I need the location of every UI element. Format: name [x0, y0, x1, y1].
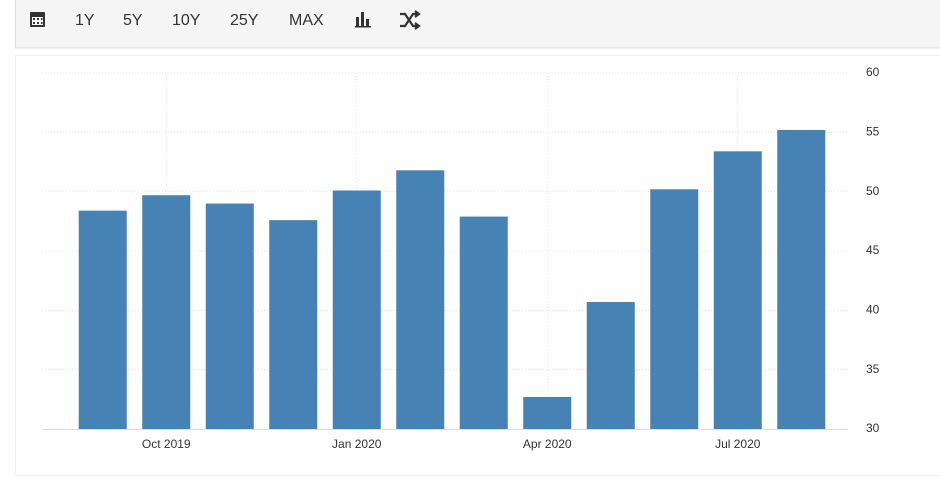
x-tick-label: Oct 2019: [142, 437, 191, 451]
bar: [713, 151, 762, 429]
bar: [332, 190, 381, 429]
bar: [269, 220, 318, 429]
y-tick-label: 30: [866, 421, 880, 435]
toolbar: [15, 0, 940, 49]
plot: 30 35 40 45 50 55 60 Oct 2019 Jan 2020 Apr 2020 Ju…: [42, 65, 880, 451]
bar: [205, 203, 254, 429]
y-tick-label: 35: [866, 362, 880, 376]
range-button[interactable]: 1Y: [75, 12, 95, 29]
y-tick-label: 45: [866, 243, 880, 257]
bar: [459, 216, 508, 429]
range-button[interactable]: MAX: [289, 12, 324, 29]
bar: [777, 129, 826, 429]
x-tick-label: Jul 2020: [715, 437, 761, 451]
range-button[interactable]: 5Y: [123, 12, 143, 29]
y-tick-label: 60: [866, 65, 880, 79]
y-tick-label: 40: [866, 303, 880, 317]
y-tick-label: 50: [866, 184, 880, 198]
bar: [142, 195, 191, 429]
bar: [78, 210, 127, 429]
x-tick-label: Apr 2020: [523, 437, 572, 451]
y-tick-label: 55: [866, 125, 880, 139]
shuffle-icon[interactable]: [400, 10, 421, 30]
bar: [523, 396, 572, 429]
bar: [396, 170, 445, 429]
range-button[interactable]: 25Y: [230, 12, 259, 29]
bar: [650, 189, 699, 429]
x-tick-label: Jan 2020: [332, 437, 382, 451]
range-button[interactable]: 10Y: [172, 12, 201, 29]
bar-chart-icon[interactable]: [355, 12, 371, 28]
bar: [586, 302, 635, 429]
calendar-icon[interactable]: [30, 12, 45, 27]
